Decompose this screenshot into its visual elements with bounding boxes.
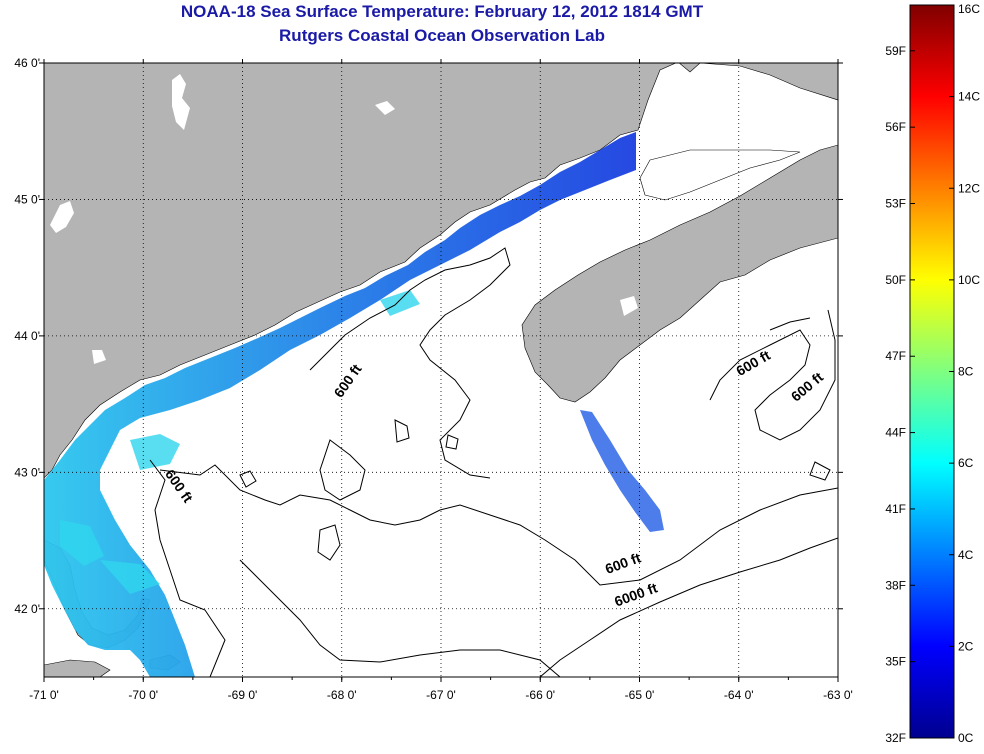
colorbar-f-label: 53F [885, 197, 906, 211]
lon-tick-label: -71 0' [29, 688, 59, 702]
colorbar-c-label: 4C [958, 548, 974, 562]
colorbar-f-label: 32F [885, 731, 906, 745]
colorbar-fahrenheit-labels: 59F 56F 53F 50F 47F 44F 41F 38F 35F 32F [885, 44, 915, 745]
map-plot-area [44, 63, 838, 677]
colorbar-c-label: 6C [958, 456, 974, 470]
lon-tick-label: -70 0' [128, 688, 158, 702]
lon-tick-label: -66 0' [525, 688, 555, 702]
lon-tick-label: -67 0' [426, 688, 456, 702]
latitude-axis: 46 0' 45 0' 44 0' 43 0' 42 0' [14, 56, 843, 616]
colorbar-f-label: 35F [885, 655, 906, 669]
lon-tick-label: -68 0' [327, 688, 357, 702]
lat-tick-label: 42 0' [14, 602, 40, 616]
lat-tick-label: 45 0' [14, 192, 40, 206]
isobaths [149, 247, 838, 677]
lat-tick-label: 44 0' [14, 329, 40, 343]
colorbar-f-label: 59F [885, 44, 906, 58]
colorbar-f-label: 56F [885, 120, 906, 134]
land-mainland [44, 63, 838, 479]
colorbar-celsius-labels: 16C 14C 12C 10C 8C 6C 4C 2C 0C [949, 2, 980, 745]
sst-offshore-streak [580, 410, 664, 532]
lon-tick-label: -65 0' [625, 688, 655, 702]
colorbar-c-label: 16C [958, 2, 980, 16]
sst-coastal-swath [44, 132, 636, 677]
lat-tick-label: 43 0' [14, 465, 40, 479]
map-subtitle: Rutgers Coastal Ocean Observation Lab [279, 26, 605, 45]
lat-tick-label: 46 0' [14, 56, 40, 70]
lon-tick-label: -64 0' [724, 688, 754, 702]
longitude-axis: -71 0' -70 0' -69 0' -68 0' -67 0' -66 0' -65 … [29, 59, 853, 702]
colorbar-c-label: 2C [958, 639, 974, 653]
water-bay-of-fundy [639, 149, 801, 201]
colorbar-f-label: 50F [885, 273, 906, 287]
land-nova-scotia [521, 144, 838, 403]
colorbar-c-label: 8C [958, 365, 974, 379]
map-title: NOAA-18 Sea Surface Temperature: Februar… [180, 2, 704, 21]
colorbar [909, 4, 955, 739]
lon-tick-label: -69 0' [228, 688, 258, 702]
colorbar-c-label: 12C [958, 181, 980, 195]
sst-cyan-patches [60, 290, 420, 594]
colorbar-f-label: 41F [885, 502, 906, 516]
lon-tick-label: -63 0' [823, 688, 853, 702]
colorbar-c-label: 0C [958, 731, 974, 745]
colorbar-c-label: 10C [958, 273, 980, 287]
graticule [44, 63, 838, 677]
colorbar-f-label: 38F [885, 578, 906, 592]
colorbar-f-label: 47F [885, 349, 906, 363]
colorbar-f-label: 44F [885, 426, 906, 440]
colorbar-c-label: 14C [958, 90, 980, 104]
